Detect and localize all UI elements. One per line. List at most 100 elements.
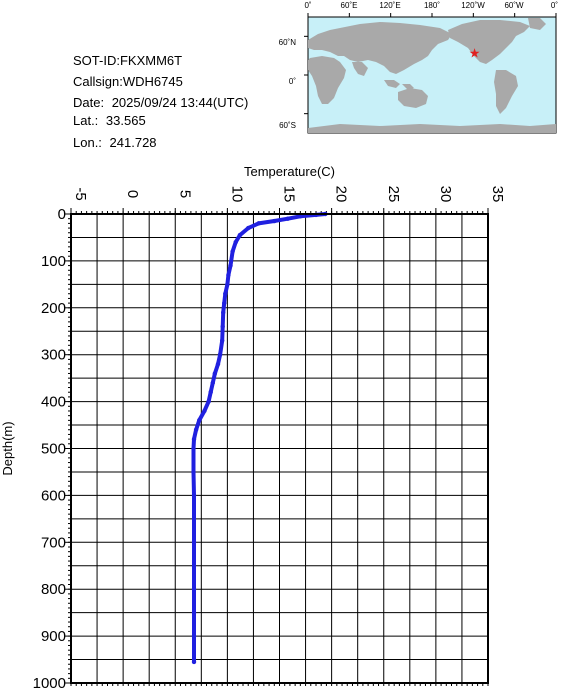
sot-id-line: SOT-ID:FKXMM6T	[73, 54, 182, 67]
chart-grid	[68, 211, 489, 686]
data-point	[191, 610, 197, 615]
y-tick-labels: 0 100 200 300 400 500 600 700 800 900 1000	[33, 206, 71, 690]
data-point	[226, 272, 231, 278]
lat-value: 33.565	[105, 113, 146, 128]
data-point	[221, 310, 226, 315]
x-tick-label: 20	[333, 186, 350, 203]
x-tick-label: 15	[281, 186, 298, 203]
map-ticks	[304, 13, 557, 115]
data-point	[230, 249, 235, 254]
date-label: Date:	[73, 95, 105, 110]
map-lat-label: 0˚	[289, 77, 296, 86]
data-point	[237, 232, 243, 238]
sot-id-value: FKXMM6T	[119, 53, 183, 68]
map-lon-label: 60˚W	[504, 1, 524, 10]
data-point	[193, 427, 199, 432]
x-axis-title: Temperature(C)	[244, 164, 335, 179]
data-point	[191, 436, 197, 442]
station-info: SOT-ID:FKXMM6T Callsign:WDH6745 Date: 20…	[73, 0, 248, 149]
data-point	[212, 371, 218, 376]
y-tick-label: 600	[41, 487, 66, 504]
africa-landmass	[308, 56, 346, 104]
data-point	[220, 324, 225, 329]
map-lat-label: 60˚S	[279, 121, 296, 130]
x-tick-label: 30	[437, 186, 454, 203]
map-lon-label: 120˚W	[461, 1, 485, 10]
data-point	[285, 216, 291, 221]
data-point	[225, 282, 230, 287]
data-point	[215, 361, 221, 367]
y-tick-label: 800	[41, 581, 66, 598]
data-point	[197, 418, 202, 423]
y-tick-label: 900	[41, 628, 66, 645]
y-tick-label: 1000	[33, 675, 66, 690]
date-value: 2025/09/24 13:44(UTC)	[111, 95, 249, 110]
data-point	[191, 446, 196, 451]
y-axis-title: Depth(m)	[0, 421, 15, 475]
data-point	[298, 214, 303, 219]
data-point	[191, 659, 197, 665]
data-point	[222, 300, 227, 306]
data-point	[202, 408, 207, 414]
data-point	[191, 633, 197, 639]
map-lon-label: 60˚E	[341, 1, 358, 10]
plot-frame	[70, 213, 489, 684]
callsign-value: WDH6745	[122, 74, 183, 89]
lon-line: Lon.: 241.728	[73, 136, 157, 149]
north-america-landmass	[448, 20, 530, 64]
greenland-landmass	[528, 18, 546, 30]
data-point	[233, 239, 238, 245]
lon-label: Lon.:	[73, 135, 102, 150]
india-landmass	[352, 62, 368, 76]
y-tick-label: 400	[41, 394, 66, 411]
y-tick-label: 200	[41, 300, 66, 317]
lat-label: Lat.:	[73, 113, 99, 128]
data-point	[256, 221, 261, 226]
x-tick-label: 0	[124, 190, 141, 198]
callsign-label: Callsign:	[73, 74, 123, 89]
eurasia-landmass	[308, 22, 452, 74]
data-point	[191, 493, 197, 498]
data-point	[217, 352, 223, 357]
map-lat-labels: 60˚N 0˚ 60˚S	[279, 38, 297, 130]
south-america-landmass	[494, 70, 518, 114]
map-land	[308, 18, 556, 133]
data-point	[272, 218, 277, 224]
y-tick-label: 300	[41, 347, 66, 364]
data-point	[191, 469, 196, 475]
callsign-line: Callsign:WDH6745	[73, 75, 183, 88]
y-tick-label: 100	[41, 253, 66, 270]
series-temperature	[191, 211, 328, 665]
data-point	[210, 380, 215, 386]
lat-line: Lat.: 33.565	[73, 114, 146, 127]
map-lon-label: 120˚E	[379, 1, 400, 10]
map-lon-label: 0˚	[551, 1, 558, 10]
data-point	[223, 291, 228, 296]
world-map: 0˚ 60˚E 120˚E 180˚ 120˚W 60˚W 0˚ 60˚N 0˚…	[279, 1, 558, 134]
data-point	[228, 263, 233, 268]
map-lon-labels: 0˚ 60˚E 120˚E 180˚ 120˚W 60˚W 0˚	[304, 1, 558, 10]
data-point	[191, 540, 197, 545]
australia-landmass	[398, 88, 428, 108]
date-line: Date: 2025/09/24 13:44(UTC)	[73, 96, 248, 109]
data-point	[191, 587, 197, 592]
x-tick-label: 25	[385, 186, 402, 203]
data-point	[246, 225, 251, 231]
x-tick-label: 10	[228, 186, 245, 203]
antarctica-landmass	[308, 124, 556, 133]
map-lon-label: 0˚	[304, 1, 311, 10]
x-tick-label: -5	[72, 187, 89, 200]
lon-value: 241.728	[109, 135, 157, 150]
map-lon-label: 180˚	[424, 1, 440, 10]
y-tick-label: 500	[41, 441, 66, 458]
data-point	[208, 390, 213, 395]
y-tick-label: 0	[58, 206, 66, 223]
x-tick-label: 5	[176, 190, 193, 198]
x-tick-labels: -5 0 5 10 15 20 25 30 35	[70, 186, 506, 214]
x-tick-label: 35	[489, 186, 506, 203]
sot-id-label: SOT-ID:	[73, 53, 120, 68]
location-marker-icon: ★	[469, 45, 481, 60]
y-tick-label: 700	[41, 534, 66, 551]
data-point	[206, 399, 211, 404]
